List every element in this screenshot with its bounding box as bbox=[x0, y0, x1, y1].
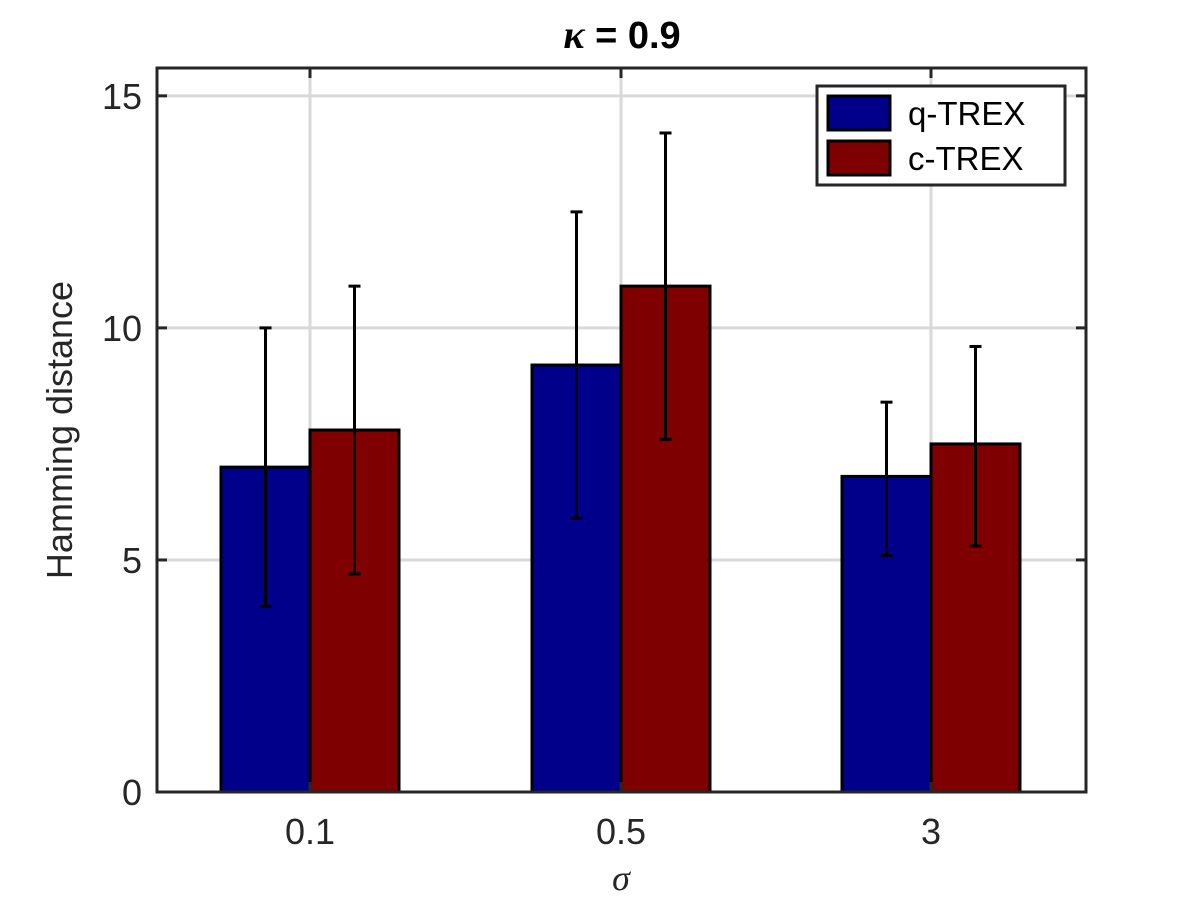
y-tick-labels: 0 5 10 15 bbox=[102, 76, 142, 813]
x-tick-label-0-1: 0.1 bbox=[285, 811, 335, 852]
axis-ticks bbox=[157, 68, 1086, 794]
chart-title-symbol: κ bbox=[563, 12, 585, 57]
y-tick-label-15: 15 bbox=[102, 76, 142, 117]
chart-title: κ = 0.9 bbox=[563, 12, 680, 57]
x-axis-label: σ bbox=[612, 858, 631, 898]
legend-swatch-q-trex bbox=[826, 94, 892, 132]
y-axis-label: Hamming distance bbox=[39, 281, 80, 579]
x-tick-labels: 0.1 0.5 3 bbox=[285, 811, 941, 852]
error-bars bbox=[259, 131, 982, 608]
x-tick-label-3: 3 bbox=[921, 811, 941, 852]
legend-label-c-trex: c-TREX bbox=[908, 140, 1024, 177]
y-tick-label-5: 5 bbox=[122, 540, 142, 581]
legend: q-TREX c-TREX bbox=[815, 84, 1067, 187]
y-tick-label-0: 0 bbox=[122, 772, 142, 813]
legend-label-q-trex: q-TREX bbox=[908, 95, 1025, 132]
chart-title-value: = 0.9 bbox=[585, 15, 681, 57]
y-tick-label-10: 10 bbox=[102, 308, 142, 349]
x-tick-label-0-5: 0.5 bbox=[596, 811, 646, 852]
legend-swatch-c-trex bbox=[826, 139, 892, 177]
